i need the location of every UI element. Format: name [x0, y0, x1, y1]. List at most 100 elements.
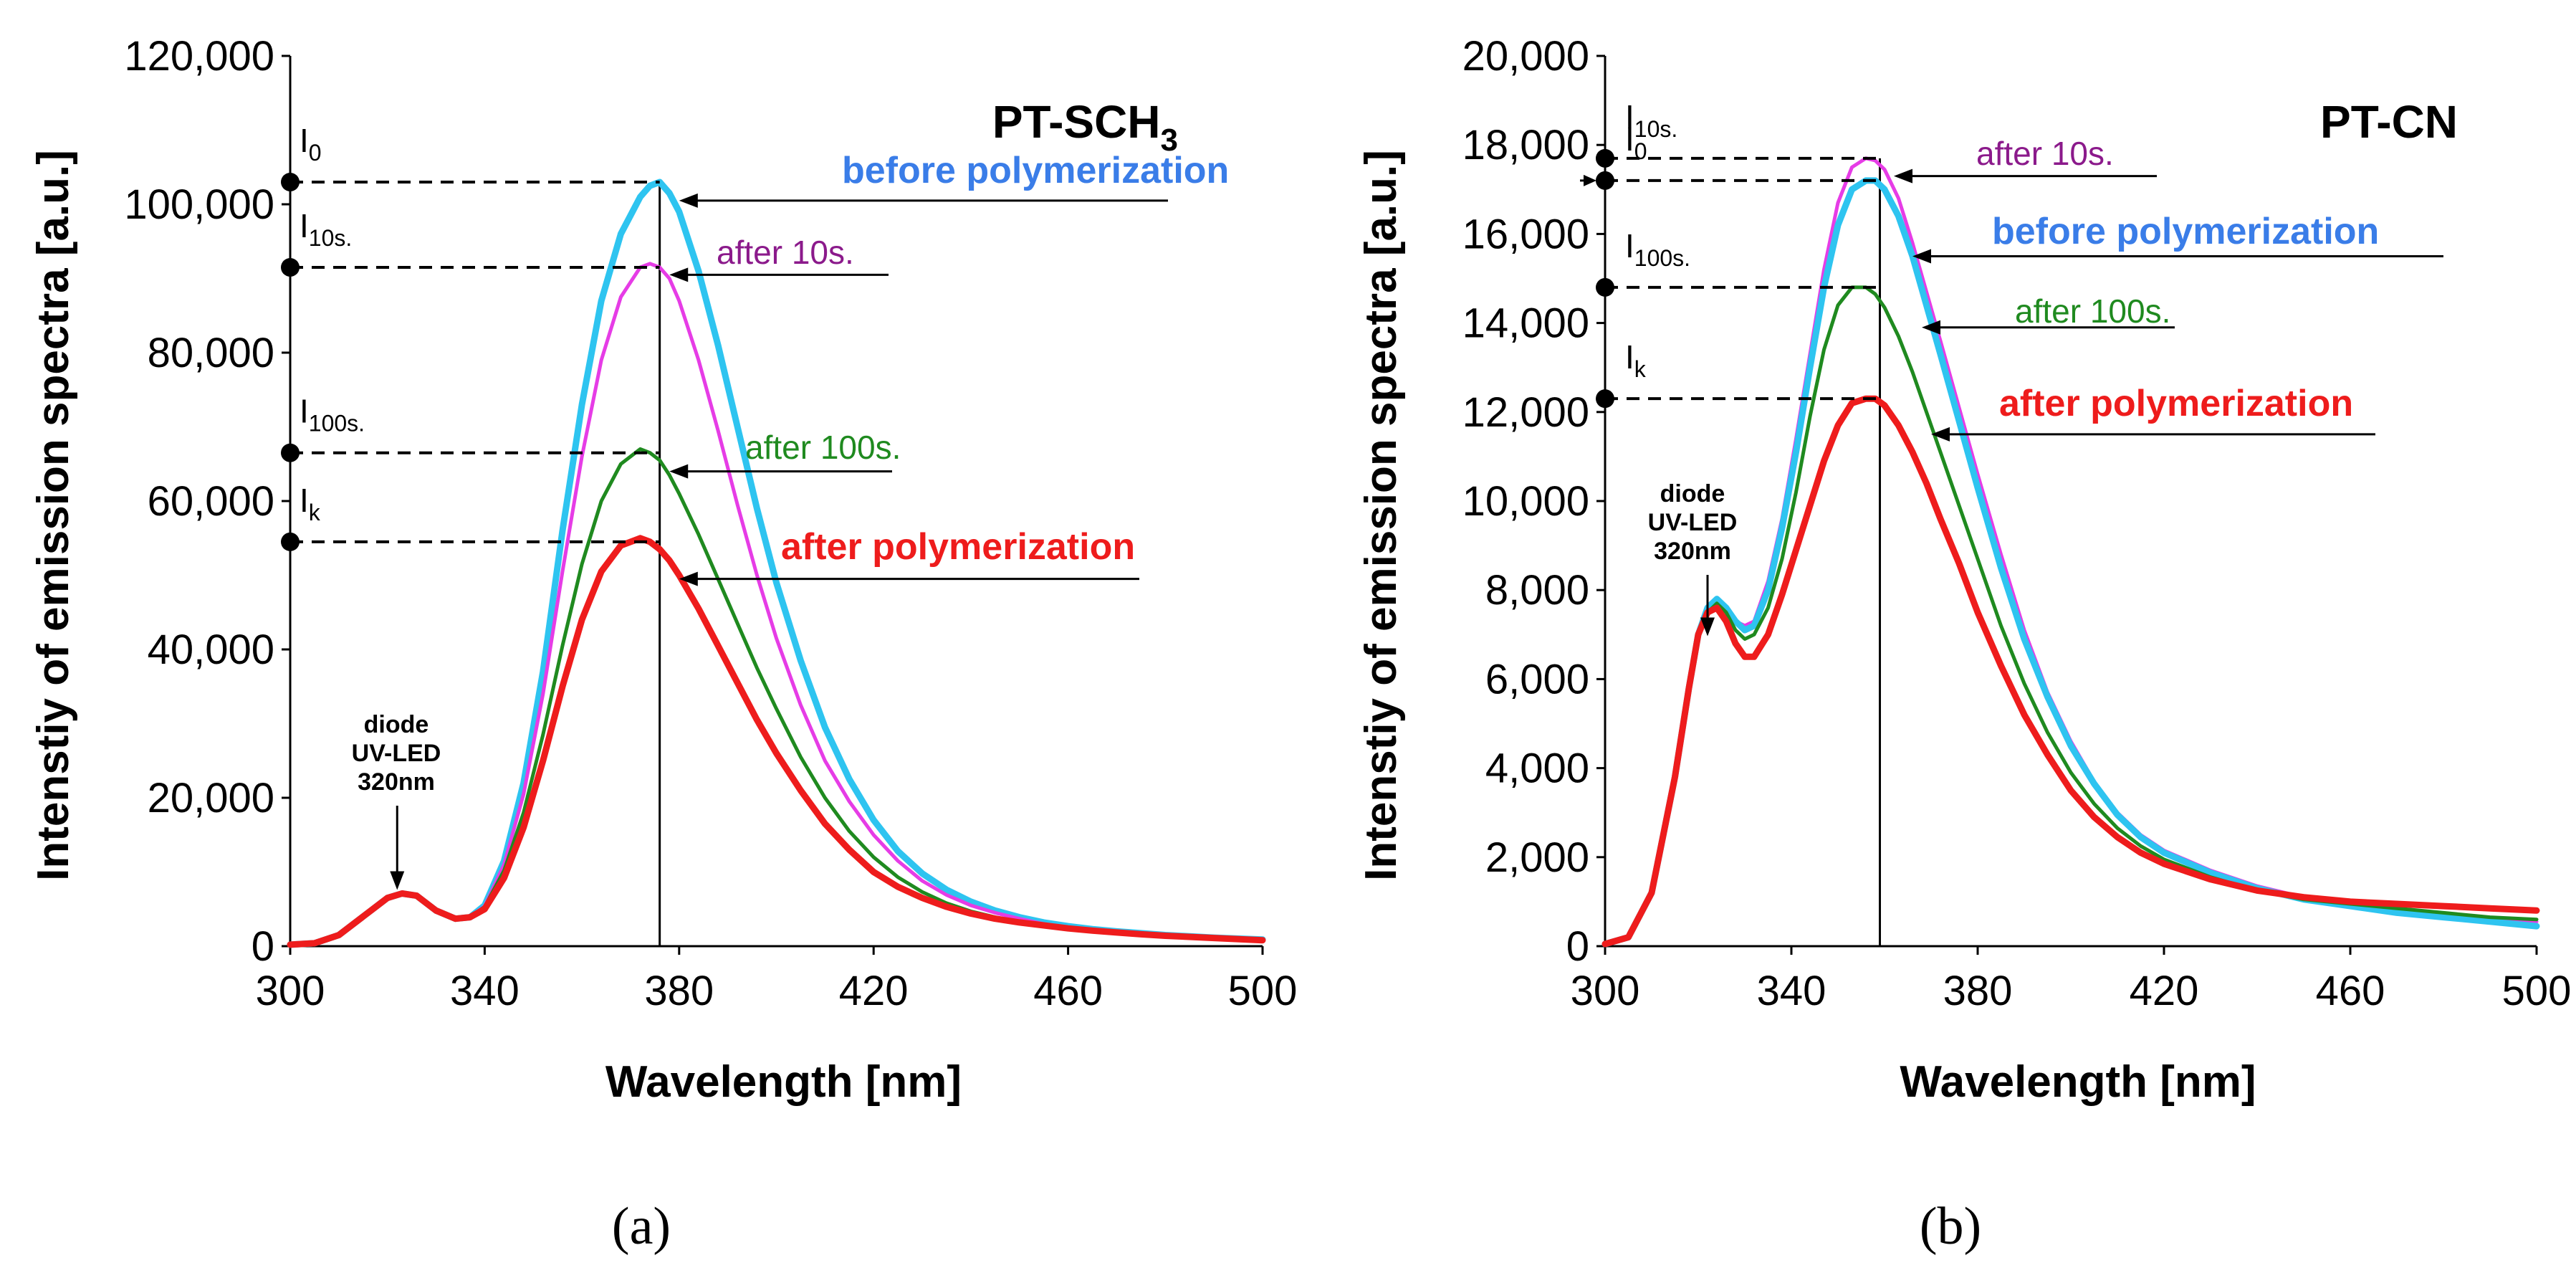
y-tick-label: 0: [1566, 923, 1589, 970]
marker-dot: [1596, 277, 1614, 297]
marker-label-main: I: [300, 482, 309, 519]
series-label-arrowhead: [1931, 426, 1950, 442]
marker-label-sub: k: [1634, 356, 1647, 382]
marker-dot: [281, 257, 300, 277]
marker-label-sub: 0: [309, 140, 322, 166]
marker-dot: [281, 532, 300, 551]
series-line-after-polymerization: [287, 535, 1266, 948]
y-tick-label: 2,000: [1485, 834, 1589, 881]
y-tick-label: 8,000: [1485, 567, 1589, 614]
y-tick-label: 6,000: [1485, 656, 1589, 702]
x-tick-label: 420: [839, 968, 909, 1014]
y-tick-label: 120,000: [124, 33, 274, 80]
x-tick-label: 380: [1943, 968, 2013, 1014]
marker-label-main: I: [300, 393, 309, 430]
x-tick-label: 300: [256, 968, 325, 1014]
marker-label-main: I: [1625, 227, 1634, 264]
x-tick-label: 420: [2130, 968, 2199, 1014]
x-tick-label: 460: [2316, 968, 2385, 1014]
marker-dot: [1596, 389, 1614, 409]
y-tick-label: 0: [252, 923, 274, 970]
marker-label-sub: 10s.: [1634, 116, 1677, 142]
y-tick-label: 40,000: [148, 626, 274, 673]
y-tick-label: 20,000: [1462, 33, 1589, 80]
y-tick-label: 100,000: [124, 181, 274, 228]
y-tick-label: 10,000: [1462, 478, 1589, 525]
chart-panel-b: 0 2,000 4,000 6,000 8,000 10,000 12,000 14,000 1…: [1356, 33, 2571, 1256]
series-line-after-10s: [1603, 156, 2539, 946]
marker-label: I100s.: [1625, 227, 1690, 271]
diode-annotation-arrowhead: [390, 871, 405, 890]
chart-title: PT-CN: [2320, 96, 2458, 148]
diode-annotation-line: 320nm: [358, 768, 435, 796]
marker-label-main: I: [1625, 120, 1634, 158]
series-label-after-polymerization: after polymerization: [1999, 383, 2353, 424]
diode-annotation: diode UV-LED 320nm: [1648, 480, 1738, 565]
chart-panel-a: 0 20,000 40,000 60,000 80,000 100,000 120,000 3…: [29, 33, 1297, 1256]
x-axis-title: Wavelength [nm]: [1900, 1057, 2256, 1107]
marker-label-sub: 0: [1634, 138, 1647, 164]
series-line-after-100s: [288, 447, 1265, 947]
marker-label: I10s.: [300, 207, 352, 251]
marker-label-main: I: [300, 207, 309, 244]
marker-label: Ik: [1625, 338, 1647, 382]
x-tick-label: 500: [2502, 968, 2572, 1014]
marker-label: I10s.: [1625, 98, 1677, 142]
chart-title-text: PT-CN: [2320, 96, 2458, 148]
marker-label: I100s.: [300, 393, 365, 437]
marker-label: Ik: [300, 482, 321, 525]
panel-label: (b): [1920, 1197, 1981, 1256]
series-label-arrowhead: [1922, 320, 1940, 335]
diode-annotation-line: UV-LED: [1648, 509, 1738, 536]
y-tick-label: 80,000: [148, 330, 274, 376]
chart-title-subscript: 3: [1161, 123, 1178, 158]
marker-label-sub: k: [309, 500, 321, 525]
marker-dot: [281, 443, 300, 462]
y-tick-label: 18,000: [1462, 122, 1589, 168]
series-label-after-polymerization: after polymerization: [781, 526, 1135, 568]
x-axis-title: Wavelength [nm]: [605, 1057, 962, 1107]
marker-label: I0: [1625, 120, 1647, 164]
diode-annotation-line: diode: [364, 711, 429, 738]
y-axis-title: Intenstiy of emission spectra [a.u.]: [29, 150, 78, 881]
y-tick-label: 60,000: [148, 478, 274, 525]
series-line-after-polymerization: [1601, 395, 2540, 948]
x-tick-label: 340: [450, 968, 519, 1014]
y-tick-label: 12,000: [1462, 389, 1589, 436]
series-label-arrowhead: [669, 464, 689, 479]
marker-label: I0: [300, 122, 322, 166]
marker-label-sub: 100s.: [309, 411, 365, 437]
y-tick-label: 4,000: [1485, 745, 1589, 792]
i0-pointer-arrowhead: [1584, 174, 1596, 186]
marker-dot: [281, 172, 300, 191]
series-label-arrowhead: [1912, 249, 1931, 264]
series-label-arrowhead: [679, 193, 698, 208]
x-tick-label: 460: [1033, 968, 1103, 1014]
series-line-before-polymerization: [1601, 177, 2540, 948]
series-label-arrowhead: [669, 267, 689, 282]
series-label-after-100s: after 100s.: [2015, 292, 2170, 330]
series-label-after-10s: after 10s.: [717, 234, 854, 271]
chart-title-text: PT-SCH: [992, 96, 1161, 148]
marker-dot: [1596, 148, 1614, 168]
x-tick-label: 500: [1228, 968, 1298, 1014]
marker-label-sub: 100s.: [1634, 245, 1690, 271]
x-tick-label: 380: [644, 968, 714, 1014]
chart-title: PT-SCH3: [992, 96, 1178, 158]
panel-label: (a): [612, 1197, 671, 1256]
marker-label-main: I: [300, 122, 309, 159]
x-tick-label: 340: [1757, 968, 1826, 1014]
diode-annotation-line: diode: [1660, 480, 1725, 507]
diode-annotation-line: UV-LED: [352, 740, 441, 767]
y-tick-label: 20,000: [148, 775, 274, 821]
marker-dot: [1596, 171, 1614, 190]
marker-label-sub: 10s.: [309, 225, 352, 251]
series-label-after-10s: after 10s.: [1976, 135, 2114, 172]
diode-annotation-line: 320nm: [1654, 538, 1731, 565]
series-label-arrowhead: [1894, 168, 1912, 184]
diode-annotation: diode UV-LED 320nm: [352, 711, 441, 796]
series-label-before-polymerization: before polymerization: [1992, 211, 2379, 252]
y-axis-title: Intenstiy of emission spectra [a.u.]: [1356, 150, 1406, 881]
y-tick-label: 16,000: [1462, 211, 1589, 257]
